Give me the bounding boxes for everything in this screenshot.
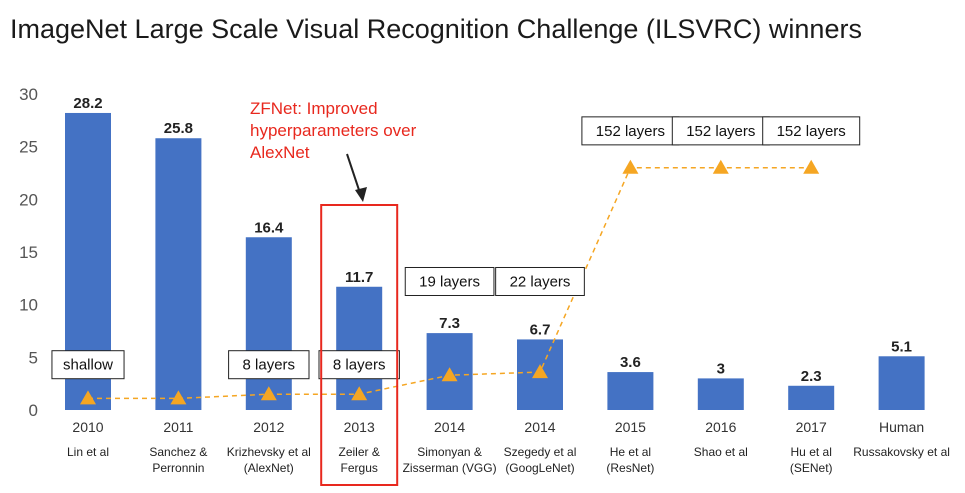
bar <box>607 372 654 410</box>
annotation-arrow-head <box>355 187 367 202</box>
layer-label: 152 layers <box>686 123 755 140</box>
category-year-label: 2013 <box>344 419 375 435</box>
category-author-label: Shao et al <box>694 445 748 459</box>
y-tick-label: 20 <box>19 190 38 209</box>
layer-label: 152 layers <box>777 123 846 140</box>
y-tick-label: 30 <box>19 85 38 104</box>
depth-marker <box>532 364 548 379</box>
depth-marker <box>441 367 458 382</box>
y-tick-label: 25 <box>19 138 38 157</box>
category-author-label: Russakovsky et al <box>853 445 950 459</box>
bar-value-label: 2.3 <box>801 368 822 385</box>
bar <box>788 385 835 410</box>
annotation-text: ZFNet: Improved <box>250 99 378 118</box>
category-author-label: Krizhevsky et al <box>227 445 311 459</box>
bar-value-label: 11.7 <box>345 269 373 286</box>
highlight-box <box>320 204 399 486</box>
annotation-arrow <box>346 153 362 197</box>
layer-label-box <box>762 116 861 146</box>
depth-marker <box>351 386 368 401</box>
category-author-label: Fergus <box>341 461 378 475</box>
layer-label-box <box>318 350 400 380</box>
annotation-text: hyperparameters over <box>250 121 417 140</box>
category-author-label: Sanchez & <box>149 445 207 459</box>
bar-value-label: 25.8 <box>164 120 193 137</box>
layer-label-box <box>495 266 585 296</box>
category-author-label: Zisserman (VGG) <box>403 461 497 475</box>
category-author-label: Zeiler & <box>339 445 380 459</box>
category-author-label: (SENet) <box>790 461 833 475</box>
category-year-label: 2010 <box>72 419 103 435</box>
bar <box>155 138 202 411</box>
category-year-label: 2011 <box>163 419 193 435</box>
layer-label-box <box>51 350 125 380</box>
depth-marker <box>80 390 96 405</box>
depth-marker <box>170 390 187 405</box>
bar <box>878 356 925 410</box>
category-author-label: Simonyan & <box>417 445 482 459</box>
chart-title: ImageNet Large Scale Visual Recognition … <box>10 14 862 44</box>
layer-label: 8 layers <box>333 357 386 374</box>
category-author-label: Szegedy et al <box>504 445 577 459</box>
depth-marker <box>712 159 729 174</box>
category-author-label: (GoogLeNet) <box>505 461 574 475</box>
bar-value-label: 6.7 <box>530 321 551 338</box>
category-author-label: (ResNet) <box>606 461 654 475</box>
bar-value-label: 3.6 <box>620 354 641 371</box>
layer-label: 8 layers <box>243 357 296 374</box>
depth-marker <box>622 159 639 174</box>
layer-label: 19 layers <box>419 273 480 290</box>
bar-value-label: 16.4 <box>254 219 284 236</box>
category-author-label: Lin et al <box>67 445 109 459</box>
category-author-label: He et al <box>610 445 651 459</box>
category-author-label: (AlexNet) <box>244 461 294 475</box>
category-year-label: 2012 <box>253 419 284 435</box>
layer-label: 22 layers <box>510 273 571 290</box>
layer-label-box <box>404 266 495 296</box>
layer-label-box <box>228 350 310 380</box>
y-tick-label: 0 <box>29 401 38 420</box>
annotation-text: AlexNet <box>250 143 310 162</box>
category-year-label: 2016 <box>705 419 736 435</box>
y-tick-label: 5 <box>29 348 38 367</box>
category-year-label: Human <box>879 419 924 435</box>
bar <box>245 237 292 410</box>
y-tick-label: 10 <box>19 296 38 315</box>
bar-value-label: 7.3 <box>439 315 460 332</box>
layer-label: 152 layers <box>596 123 665 140</box>
category-year-label: 2014 <box>434 419 465 435</box>
category-author-label: Hu et al <box>791 445 832 459</box>
bar <box>697 378 744 410</box>
depth-marker <box>260 386 277 401</box>
category-author-label: Perronnin <box>152 461 204 475</box>
category-year-label: 2014 <box>524 419 555 435</box>
bar-value-label: 5.1 <box>891 338 912 355</box>
depth-marker <box>803 159 820 174</box>
layer-label: shallow <box>63 357 113 374</box>
y-tick-label: 15 <box>19 243 38 262</box>
bar-value-label: 28.2 <box>73 95 102 112</box>
category-year-label: 2017 <box>796 419 827 435</box>
layer-label-box <box>671 116 770 146</box>
bar-value-label: 3 <box>717 360 725 377</box>
category-year-label: 2015 <box>615 419 646 435</box>
